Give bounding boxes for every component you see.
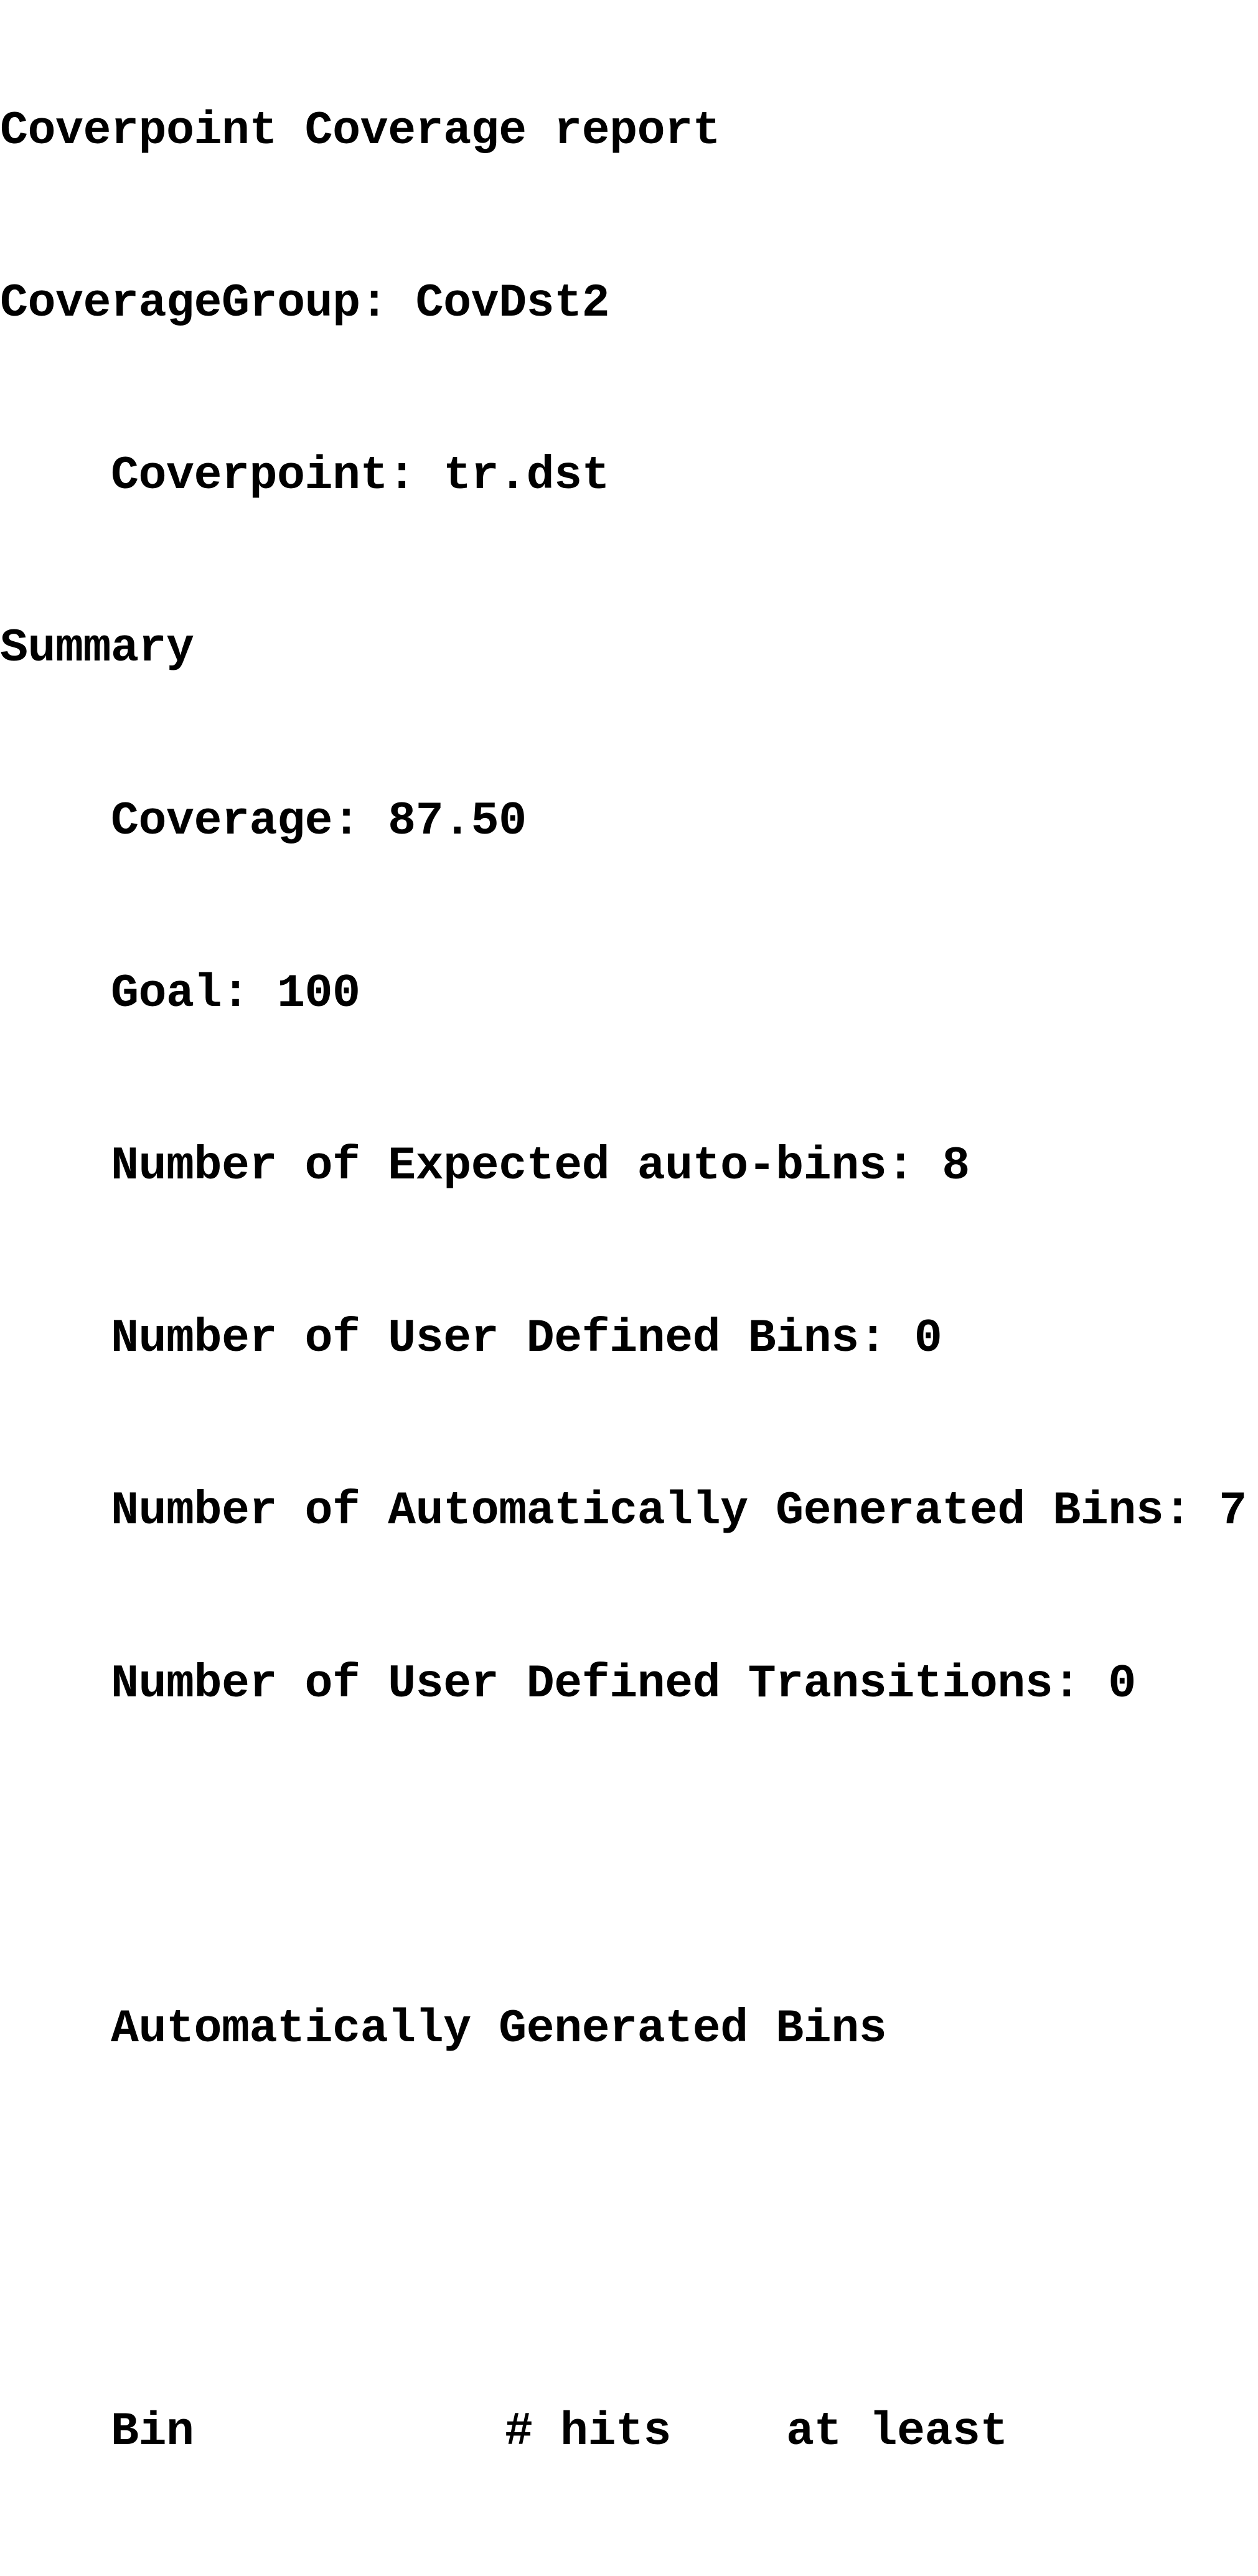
- bins-heading: Automatically Generated Bins: [111, 2003, 887, 2056]
- summary-goal: Goal: 100: [111, 967, 360, 1020]
- summary-user-defined-bins: Number of User Defined Bins: 0: [111, 1312, 942, 1366]
- summary-coverage: Coverage: 87.50: [111, 794, 527, 848]
- summary-user-defined-transitions: Number of User Defined Transitions: 0: [111, 1657, 1136, 1711]
- summary-expected-auto-bins: Number of Expected auto-bins: 8: [111, 1140, 970, 1193]
- coverpoint-line: Coverpoint: tr.dst: [111, 449, 610, 503]
- blank-line: [0, 2173, 1258, 2230]
- summary-auto-generated-bins: Number of Automatically Generated Bins: …: [111, 1485, 1247, 1538]
- bins-table-header: Bin # hits at least: [0, 2404, 1258, 2461]
- report-title: Coverpoint Coverage report: [0, 104, 721, 157]
- header-bin: Bin: [111, 2405, 194, 2458]
- blank-line: [0, 1828, 1258, 1886]
- header-at-least: at least: [786, 2405, 1008, 2458]
- summary-heading: Summary: [0, 622, 194, 675]
- coverage-group-line: CoverageGroup: CovDst2: [0, 277, 610, 331]
- header-hits: # hits: [505, 2405, 672, 2458]
